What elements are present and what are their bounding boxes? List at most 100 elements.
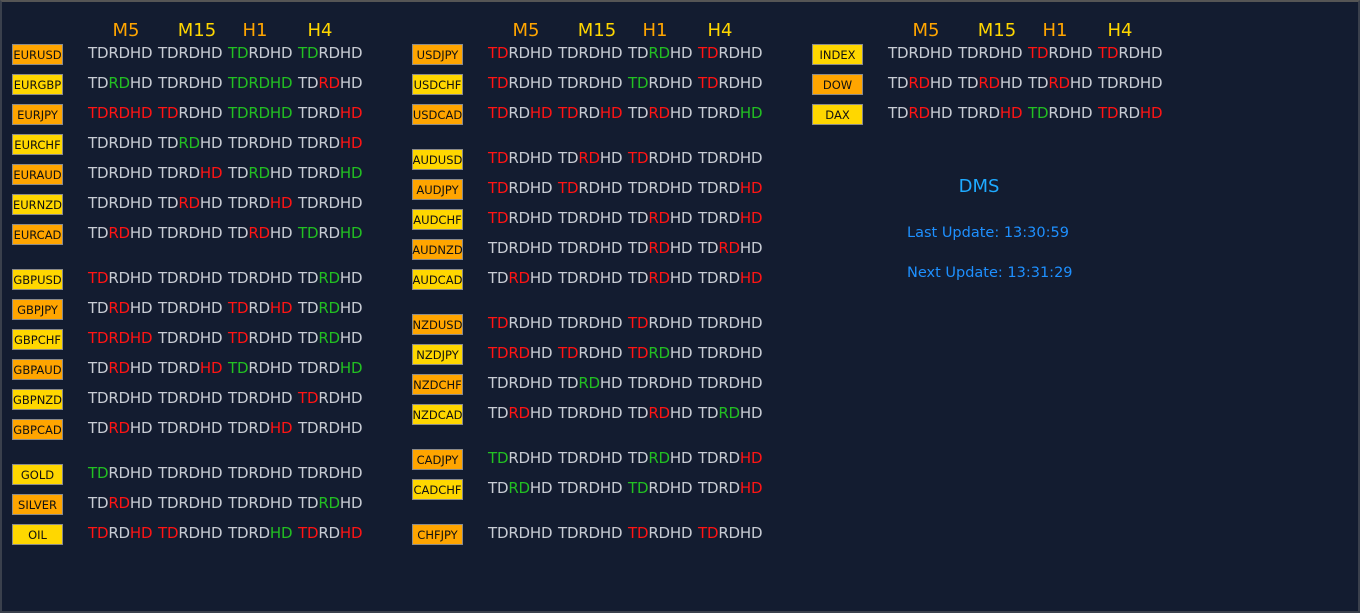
signal-hd: HD	[339, 329, 363, 347]
signal-td: TD	[698, 344, 719, 362]
symbol-button-usdchf[interactable]: USDCHF	[412, 74, 463, 95]
signal-cell-eurjpy-m15: TDRDHD	[158, 104, 223, 122]
timeframe-header-m5: M5	[112, 20, 140, 41]
signal-rd: RD	[108, 299, 130, 317]
signal-td: TD	[488, 404, 509, 422]
symbol-button-audchf[interactable]: AUDCHF	[412, 209, 463, 230]
symbol-button-gbpchf[interactable]: GBPCHF	[12, 329, 63, 350]
symbol-button-audnzd[interactable]: AUDNZD	[412, 239, 463, 260]
signal-rd: RD	[1048, 74, 1070, 92]
signal-hd: HD	[669, 44, 693, 62]
symbol-button-gbpaud[interactable]: GBPAUD	[12, 359, 63, 380]
signal-rd: RD	[248, 74, 270, 92]
signal-td: TD	[698, 239, 719, 257]
signal-cell-gbpcad-h4: TDRDHD	[298, 419, 363, 437]
signal-hd: HD	[739, 374, 763, 392]
signal-cell-eurusd-m15: TDRDHD	[158, 44, 223, 62]
panel-2: M5 M15 H1 H4 USDJPY TDRDHD TDRDHD TDRDHD TDRDHD U…	[400, 0, 800, 600]
signal-td: TD	[698, 374, 719, 392]
signal-rd: RD	[178, 524, 200, 542]
symbol-button-oil[interactable]: OIL	[12, 524, 63, 545]
signal-rd: RD	[508, 269, 530, 287]
signal-cell-eurchf-m15: TDRDHD	[158, 134, 223, 152]
symbol-button-eurcad[interactable]: EURCAD	[12, 224, 63, 245]
symbol-button-audjpy[interactable]: AUDJPY	[412, 179, 463, 200]
signal-rd: RD	[318, 269, 340, 287]
symbol-button-usdcad[interactable]: USDCAD	[412, 104, 463, 125]
symbol-button-nzdusd[interactable]: NZDUSD	[412, 314, 463, 335]
signal-cell-usdjpy-m15: TDRDHD	[558, 44, 623, 62]
signal-rd: RD	[108, 359, 130, 377]
symbol-button-chfjpy[interactable]: CHFJPY	[412, 524, 463, 545]
signal-hd: HD	[1139, 74, 1163, 92]
signal-rd: RD	[648, 74, 670, 92]
signal-hd: HD	[129, 524, 153, 542]
symbol-button-audusd[interactable]: AUDUSD	[412, 149, 463, 170]
signal-hd: HD	[599, 404, 623, 422]
signal-hd: HD	[339, 164, 363, 182]
signal-hd: HD	[199, 299, 223, 317]
signal-td: TD	[228, 74, 249, 92]
symbol-button-audcad[interactable]: AUDCAD	[412, 269, 463, 290]
signal-hd: HD	[269, 269, 293, 287]
signal-td: TD	[558, 239, 579, 257]
symbol-button-nzdcad[interactable]: NZDCAD	[412, 404, 463, 425]
signal-cell-nzdjpy-h1: TDRDHD	[628, 344, 693, 362]
signal-td: TD	[558, 179, 579, 197]
signal-hd: HD	[669, 314, 693, 332]
symbol-button-eurnzd[interactable]: EURNZD	[12, 194, 63, 215]
signal-cell-audnzd-m15: TDRDHD	[558, 239, 623, 257]
signal-td: TD	[298, 524, 319, 542]
signal-rd: RD	[318, 524, 340, 542]
signal-cell-audusd-h1: TDRDHD	[628, 149, 693, 167]
symbol-button-usdjpy[interactable]: USDJPY	[412, 44, 463, 65]
signal-td: TD	[628, 374, 649, 392]
signal-cell-euraud-h1: TDRDHD	[228, 164, 293, 182]
signal-rd: RD	[318, 359, 340, 377]
symbol-button-eurusd[interactable]: EURUSD	[12, 44, 63, 65]
signal-cell-nzdchf-m5: TDRDHD	[488, 374, 553, 392]
signal-rd: RD	[508, 209, 530, 227]
symbol-button-eurgbp[interactable]: EURGBP	[12, 74, 63, 95]
signal-td: TD	[88, 524, 109, 542]
signal-rd: RD	[318, 164, 340, 182]
symbol-button-euraud[interactable]: EURAUD	[12, 164, 63, 185]
symbol-button-gbpnzd[interactable]: GBPNZD	[12, 389, 63, 410]
symbol-button-index[interactable]: INDEX	[812, 44, 863, 65]
symbol-button-silver[interactable]: SILVER	[12, 494, 63, 515]
signal-rd: RD	[648, 44, 670, 62]
symbol-button-dow[interactable]: DOW	[812, 74, 863, 95]
signal-td: TD	[698, 314, 719, 332]
signal-rd: RD	[318, 419, 340, 437]
signal-td: TD	[158, 164, 179, 182]
signal-cell-eurgbp-m5: TDRDHD	[88, 74, 153, 92]
symbol-button-gold[interactable]: GOLD	[12, 464, 63, 485]
signal-rd: RD	[718, 374, 740, 392]
signal-rd: RD	[978, 74, 1000, 92]
symbol-button-dax[interactable]: DAX	[812, 104, 863, 125]
symbol-button-cadchf[interactable]: CADCHF	[412, 479, 463, 500]
signal-td: TD	[488, 374, 509, 392]
signal-cell-gbpcad-h1: TDRDHD	[228, 419, 293, 437]
signal-rd: RD	[648, 374, 670, 392]
symbol-button-gbpusd[interactable]: GBPUSD	[12, 269, 63, 290]
signal-rd: RD	[108, 494, 130, 512]
symbol-button-nzdchf[interactable]: NZDCHF	[412, 374, 463, 395]
signal-hd: HD	[339, 134, 363, 152]
symbol-button-eurchf[interactable]: EURCHF	[12, 134, 63, 155]
symbol-button-gbpcad[interactable]: GBPCAD	[12, 419, 63, 440]
symbol-button-nzdjpy[interactable]: NZDJPY	[412, 344, 463, 365]
signal-rd: RD	[648, 269, 670, 287]
signal-td: TD	[158, 104, 179, 122]
signal-hd: HD	[1069, 44, 1093, 62]
signal-td: TD	[228, 269, 249, 287]
signal-rd: RD	[508, 344, 530, 362]
signal-hd: HD	[669, 104, 693, 122]
symbol-button-eurjpy[interactable]: EURJPY	[12, 104, 63, 125]
symbol-button-gbpjpy[interactable]: GBPJPY	[12, 299, 63, 320]
symbol-button-cadjpy[interactable]: CADJPY	[412, 449, 463, 470]
signal-hd: HD	[739, 314, 763, 332]
signal-td: TD	[698, 74, 719, 92]
signal-hd: HD	[199, 134, 223, 152]
signal-td: TD	[228, 104, 249, 122]
